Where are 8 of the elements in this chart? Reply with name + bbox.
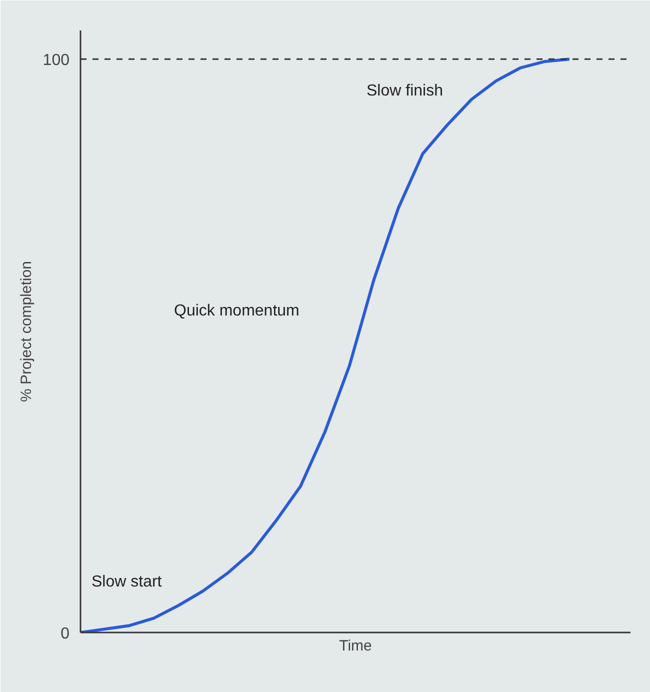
annotation: Slow start bbox=[92, 573, 162, 590]
annotation: Quick momentum bbox=[174, 302, 300, 320]
x-axis-title: Time bbox=[339, 638, 372, 654]
y-tick-label: 0 bbox=[60, 626, 70, 642]
y-axis-title: % Project completion bbox=[18, 261, 35, 402]
annotation: Slow finish bbox=[366, 82, 443, 100]
y-tick-label: 100 bbox=[42, 52, 70, 70]
line-series bbox=[80, 58, 571, 632]
